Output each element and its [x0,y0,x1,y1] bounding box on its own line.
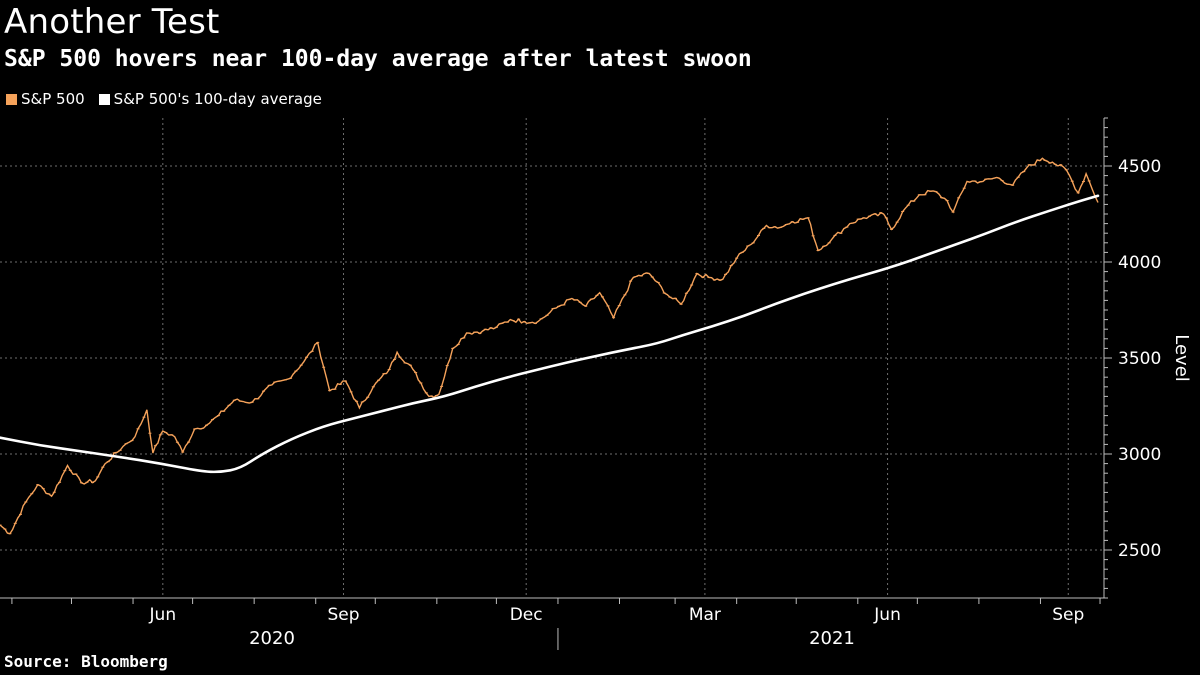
x-tick-label-jun: Jun [149,605,177,625]
series-line-average [0,194,1100,474]
y-axis-title: Level [1171,334,1192,382]
y-tick-label-3000: 3000 [1118,445,1161,465]
x-tick-label-dec: Dec [510,605,543,625]
series-line-sp500 [0,157,1099,535]
year-label-2020: 2020 [249,628,295,649]
x-tick-label-sep: Sep [327,605,359,625]
legend-swatch-sp500 [6,93,17,105]
chart-title: Another Test [4,2,220,42]
year-label-2021: 2021 [809,628,855,649]
legend-label-average: S&P 500's 100-day average [113,90,322,108]
legend-label-sp500: S&P 500 [21,90,85,108]
legend-item-average: S&P 500's 100-day average [98,90,322,108]
x-tick-label-mar: Mar [689,605,721,625]
legend-swatch-average [98,93,110,105]
chart-subtitle: S&P 500 hovers near 100-day average afte… [4,46,752,72]
y-tick-label-4500: 4500 [1118,157,1161,177]
y-tick-label-2500: 2500 [1118,541,1161,561]
x-tick-label-sep: Sep [1052,605,1084,625]
legend-item-sp500: S&P 500 [6,90,85,108]
y-tick-label-4000: 4000 [1118,253,1161,273]
y-tick-label-3500: 3500 [1118,349,1161,369]
source-note: Source: Bloomberg [4,652,168,671]
legend: S&P 500 S&P 500's 100-day average [6,90,336,108]
x-tick-label-jun: Jun [873,605,901,625]
